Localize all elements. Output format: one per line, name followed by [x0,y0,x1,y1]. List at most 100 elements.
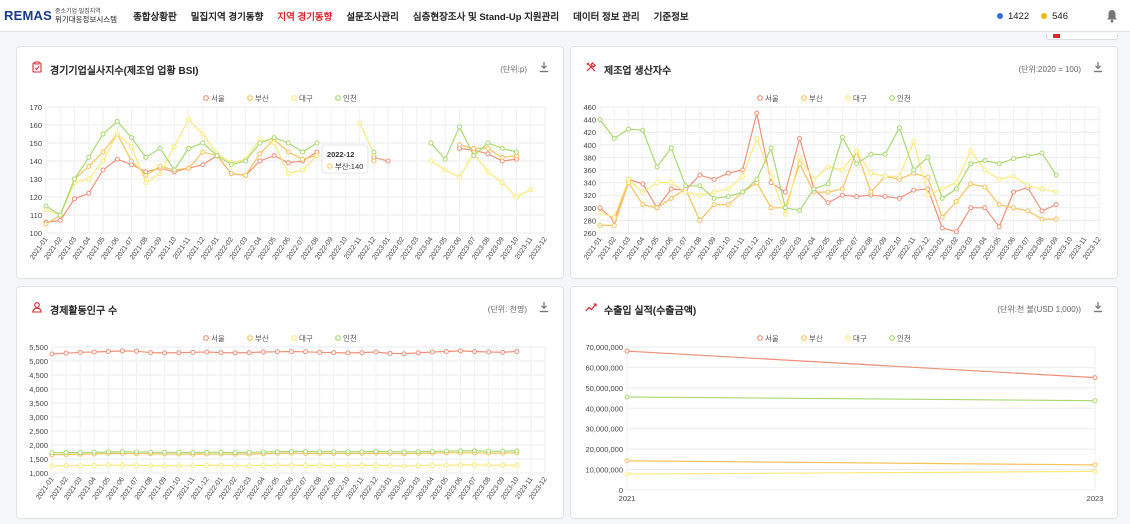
data-point[interactable] [204,449,210,455]
data-point[interactable] [825,164,831,170]
data-point[interactable] [640,127,646,133]
data-point[interactable] [471,153,477,159]
data-point[interactable] [119,462,125,468]
series-대구[interactable] [597,136,1059,220]
data-point[interactable] [611,222,617,228]
menu-item-cluster-trend[interactable]: 밀집지역 경기동향 [190,11,264,23]
data-point[interactable] [186,145,192,151]
data-point[interactable] [214,153,220,159]
data-point[interactable] [457,348,463,354]
data-point[interactable] [114,118,120,124]
data-point[interactable] [711,195,717,201]
data-point[interactable] [797,154,803,160]
data-point[interactable] [162,449,168,455]
data-point[interactable] [1053,172,1059,178]
series-부산[interactable] [624,458,1098,468]
data-point[interactable] [246,350,252,356]
data-point[interactable] [1010,173,1016,179]
data-point[interactable] [371,149,377,155]
data-point[interactable] [1053,189,1059,195]
menu-item-field-survey[interactable]: 심층현장조사 및 Stand-Up 지원관리 [412,11,560,23]
data-point[interactable] [725,202,731,208]
data-point[interactable] [697,192,703,198]
data-point[interactable] [200,140,206,146]
data-point[interactable] [626,126,632,132]
data-point[interactable] [725,170,731,176]
download-icon[interactable] [1093,61,1103,73]
data-point[interactable] [514,448,520,454]
data-point[interactable] [624,471,630,477]
data-point[interactable] [357,120,363,126]
data-point[interactable] [982,205,988,211]
data-point[interactable] [825,189,831,195]
data-point[interactable] [499,180,505,186]
data-point[interactable] [114,131,120,137]
data-point[interactable] [143,172,149,178]
data-point[interactable] [1092,468,1098,474]
data-point[interactable] [162,350,168,356]
data-point[interactable] [968,181,974,187]
legend-item[interactable]: 부산 [801,93,823,103]
data-point[interactable] [825,200,831,206]
data-point[interactable] [415,350,421,356]
data-point[interactable] [486,462,492,468]
series-인천[interactable] [49,448,520,456]
data-point[interactable] [456,142,462,148]
data-point[interactable] [654,164,660,170]
data-point[interactable] [953,180,959,186]
data-point[interactable] [443,462,449,468]
data-point[interactable] [429,349,435,355]
export-line-chart[interactable]: 서울 부산 대구 인천 0 10,000,000 20,000,000 30,000,000 4… [571,287,1119,520]
data-point[interactable] [996,176,1002,182]
legend-item[interactable]: 서울 [203,94,225,103]
data-point[interactable] [782,211,788,217]
data-point[interactable] [740,173,746,179]
data-point[interactable] [740,189,746,195]
data-point[interactable] [711,176,717,182]
data-point[interactable] [246,463,252,469]
data-point[interactable] [854,193,860,199]
data-point[interactable] [200,162,206,168]
data-point[interactable] [640,202,646,208]
data-point[interactable] [359,449,365,455]
data-point[interactable] [797,207,803,213]
data-point[interactable] [86,154,92,160]
data-point[interactable] [896,173,902,179]
data-point[interactable] [597,210,603,216]
data-point[interactable] [782,189,788,195]
data-point[interactable] [443,348,449,354]
data-point[interactable] [331,350,337,356]
data-point[interactable] [171,167,177,173]
data-point[interactable] [274,349,280,355]
data-point[interactable] [57,212,63,218]
data-point[interactable] [157,171,163,177]
legend-item[interactable]: 인천 [335,333,357,343]
data-point[interactable] [317,449,323,455]
menu-item-data-management[interactable]: 데이터 정보 관리 [573,11,640,23]
data-point[interactable] [415,463,421,469]
menu-item-regional-trend[interactable]: 지역 경기동향 [277,11,333,23]
data-point[interactable] [49,450,55,456]
legend-item[interactable]: 부산 [801,333,823,343]
data-point[interactable] [271,135,277,141]
data-point[interactable] [373,462,379,468]
data-point[interactable] [697,183,703,189]
bsi-line-chart[interactable]: 서울 부산 대구 인천1001101201301401501601702021-012… [17,47,565,280]
legend-item[interactable]: 대구 [291,94,313,103]
data-point[interactable] [1010,189,1016,195]
labor-line-chart[interactable]: 서울 부산 대구 인천 1,000 1,500 2,000 2,500 3,000 3,500 4,… [17,287,565,520]
data-point[interactable] [359,462,365,468]
data-point[interactable] [429,448,435,454]
data-point[interactable] [300,149,306,155]
data-point[interactable] [285,171,291,177]
data-point[interactable] [232,350,238,356]
data-point[interactable] [513,194,519,200]
data-point[interactable] [401,463,407,469]
data-point[interactable] [100,167,106,173]
data-point[interactable] [528,187,534,193]
data-point[interactable] [597,205,603,211]
data-point[interactable] [331,463,337,469]
data-point[interactable] [274,462,280,468]
data-point[interactable] [754,176,760,182]
data-point[interactable] [996,202,1002,208]
